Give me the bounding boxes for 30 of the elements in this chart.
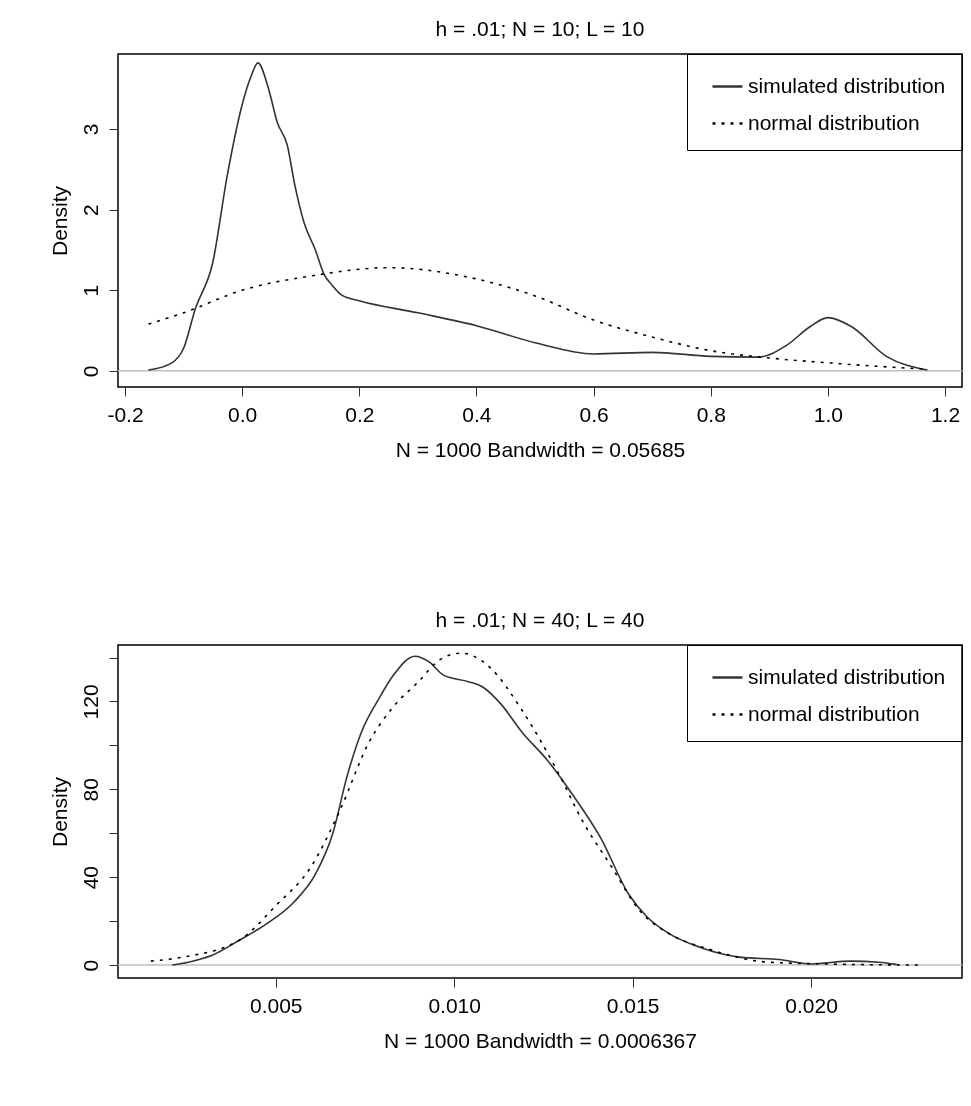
x-tick-label: 0.015: [606, 993, 660, 1017]
x-tick-label: 0.010: [428, 993, 481, 1017]
legend-label: normal distribution: [748, 701, 920, 725]
y-tick-label: 0: [78, 365, 102, 378]
legend-label: normal distribution: [748, 110, 920, 134]
x-tick-label: 0.6: [579, 402, 609, 426]
legend-label: simulated distribution: [748, 664, 946, 688]
y-tick-label: 2: [78, 204, 102, 216]
x-tick-label: 0.020: [785, 993, 838, 1017]
y-tick-label: 3: [78, 123, 102, 136]
x-axis-title: N = 1000 Bandwidth = 0.0006367: [384, 1028, 697, 1052]
y-tick-label: 80: [78, 778, 102, 802]
x-tick-label: -0.2: [107, 402, 144, 426]
x-tick-label: 0.4: [462, 402, 492, 426]
x-tick-label: 0.2: [345, 402, 375, 426]
chart-title: h = .01; N = 10; L = 10: [435, 16, 645, 40]
x-tick-label: 1.2: [930, 402, 961, 426]
y-tick-label: 120: [78, 684, 102, 720]
chart-title: h = .01; N = 40; L = 40: [435, 607, 645, 631]
y-axis-title: Density: [47, 776, 71, 848]
x-tick-label: 1.0: [813, 402, 843, 426]
x-axis-title: N = 1000 Bandwidth = 0.05685: [395, 437, 686, 461]
x-tick-label: 0.005: [249, 993, 303, 1017]
y-tick-label: 0: [78, 959, 102, 972]
y-axis-title: Density: [47, 185, 71, 257]
x-tick-label: 0.0: [228, 402, 258, 426]
legend-label: simulated distribution: [748, 73, 946, 97]
y-tick-label: 1: [78, 284, 102, 297]
x-tick-label: 0.8: [696, 402, 726, 426]
y-tick-label: 40: [78, 866, 102, 890]
